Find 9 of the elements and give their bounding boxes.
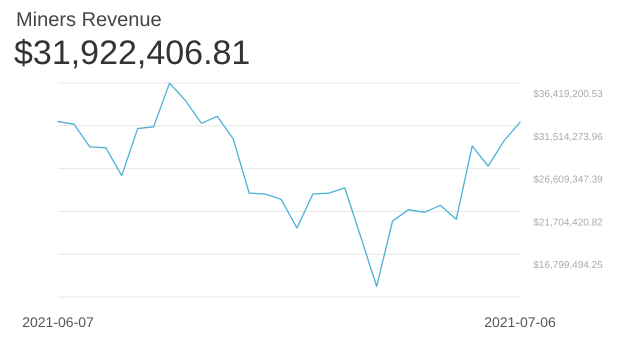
y-tick-label: $21,704,420.82	[533, 217, 604, 228]
x-tick-label: 2021-07-06	[484, 314, 556, 330]
chart-title: Miners Revenue	[16, 9, 162, 31]
y-tick-label: $16,799,494.25	[533, 260, 604, 272]
y-tick-label: $26,609,347.39	[533, 174, 604, 186]
y-tick-label: $36,419,200.53	[533, 89, 604, 100]
y-tick-label: $31,514,273.96	[533, 132, 604, 143]
x-tick-label: 2021-06-07	[22, 314, 94, 330]
chart-subtitle: $31,922,406.81	[14, 34, 250, 72]
